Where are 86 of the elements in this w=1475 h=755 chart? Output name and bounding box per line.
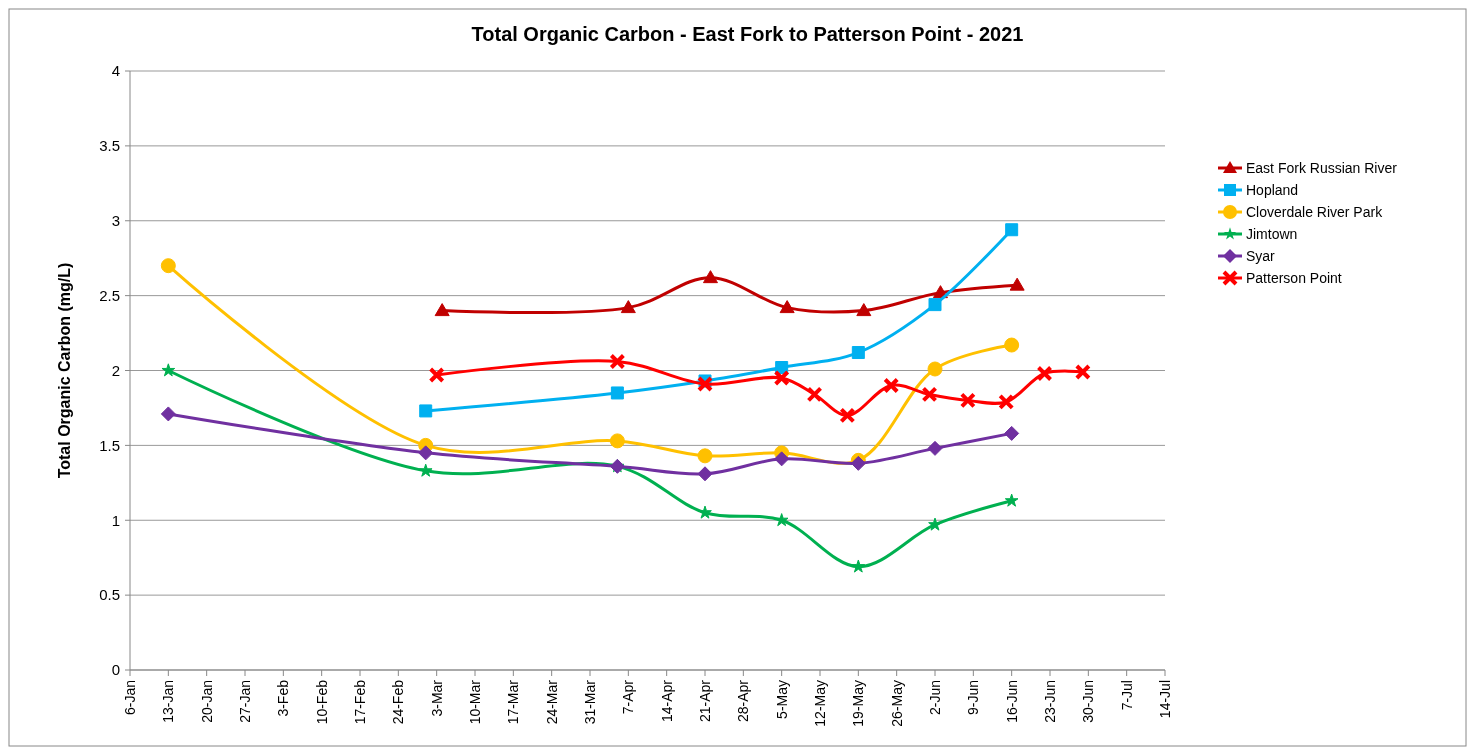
x-tick-label: 14-Apr bbox=[658, 679, 675, 723]
point bbox=[1004, 337, 1020, 353]
point bbox=[620, 300, 636, 314]
x-tick-label: 12-May bbox=[811, 680, 828, 727]
x-tick-label: 7-Jul bbox=[1118, 680, 1135, 711]
x-tick-label: 10-Feb bbox=[313, 679, 330, 725]
point bbox=[697, 466, 713, 482]
x-tick-label: 3-Mar bbox=[428, 679, 445, 717]
x-tick-label: 24-Feb bbox=[390, 679, 407, 725]
point bbox=[434, 303, 450, 317]
point bbox=[161, 363, 176, 377]
point bbox=[1036, 365, 1053, 382]
point bbox=[418, 463, 433, 477]
point bbox=[160, 406, 176, 422]
legend-label: Cloverdale River Park bbox=[1246, 203, 1384, 220]
y-axis-title: Total Organic Carbon (mg/L) bbox=[56, 262, 73, 479]
point bbox=[702, 270, 718, 284]
x-tick-label: 3-Feb bbox=[275, 679, 292, 717]
point bbox=[698, 505, 712, 519]
y-tick-label: 2.5 bbox=[99, 286, 120, 304]
x-tick-label: 9-Jun bbox=[965, 680, 982, 716]
point bbox=[851, 559, 866, 573]
x-tick-label: 5-May bbox=[773, 680, 790, 719]
point bbox=[610, 386, 624, 400]
x-tick-label: 19-May bbox=[850, 680, 867, 727]
point bbox=[428, 366, 445, 383]
x-tick-label: 21-Apr bbox=[696, 679, 713, 723]
y-tick-label: 4 bbox=[111, 62, 120, 80]
point bbox=[928, 517, 942, 531]
y-tick-label: 1.5 bbox=[99, 436, 120, 454]
x-tick-label: 10-Mar bbox=[466, 679, 483, 725]
point bbox=[883, 377, 900, 394]
point bbox=[856, 303, 872, 317]
x-tick-label: 14-Jul bbox=[1156, 680, 1173, 719]
point bbox=[851, 346, 865, 360]
point bbox=[921, 386, 938, 403]
point bbox=[697, 448, 713, 464]
x-tick-label: 26-May bbox=[888, 680, 905, 727]
point bbox=[697, 375, 713, 392]
legend-label: Patterson Point bbox=[1246, 269, 1342, 286]
x-tick-label: 17-Feb bbox=[351, 679, 368, 725]
point bbox=[839, 407, 856, 424]
x-tick-label: 31-Mar bbox=[581, 679, 598, 725]
point bbox=[1005, 223, 1019, 237]
x-tick-label: 28-Apr bbox=[735, 679, 752, 723]
point bbox=[1004, 493, 1019, 507]
point bbox=[774, 451, 790, 467]
x-tick-label: 27-Jan bbox=[236, 680, 253, 723]
point bbox=[927, 440, 943, 456]
x-tick-label: 13-Jan bbox=[160, 680, 177, 723]
x-tick-label: 7-Apr bbox=[620, 679, 637, 715]
legend-label: Jimtown bbox=[1246, 225, 1298, 242]
point bbox=[609, 353, 626, 370]
point bbox=[779, 300, 795, 314]
chart-title: Total Organic Carbon - East Fork to Patterson Point - 2021 bbox=[471, 23, 1024, 45]
point bbox=[160, 258, 176, 274]
legend-label: Syar bbox=[1246, 247, 1276, 264]
y-tick-label: 3.5 bbox=[99, 137, 120, 155]
point bbox=[1074, 364, 1091, 380]
point bbox=[806, 386, 823, 403]
x-tick-label: 23-Jun bbox=[1041, 680, 1058, 723]
x-tick-label: 2-Jun bbox=[926, 680, 943, 716]
point bbox=[418, 445, 434, 461]
point bbox=[774, 513, 789, 527]
y-tick-label: 2 bbox=[111, 361, 120, 379]
legend-label: East Fork Russian River bbox=[1246, 159, 1398, 176]
point bbox=[1004, 425, 1020, 441]
y-tick-label: 0.5 bbox=[99, 586, 120, 604]
x-tick-label: 24-Mar bbox=[543, 679, 560, 725]
x-tick-label: 30-Jun bbox=[1080, 680, 1097, 723]
y-tick-label: 1 bbox=[111, 511, 120, 529]
point bbox=[1009, 277, 1025, 291]
point bbox=[609, 433, 625, 449]
x-tick-label: 16-Jun bbox=[1003, 680, 1020, 723]
point bbox=[773, 369, 790, 386]
point bbox=[928, 298, 942, 312]
x-tick-label: 20-Jan bbox=[198, 680, 215, 723]
x-tick-label: 6-Jan bbox=[121, 680, 138, 716]
legend-label: Hopland bbox=[1246, 181, 1299, 198]
y-tick-label: 3 bbox=[111, 212, 120, 229]
point bbox=[998, 393, 1015, 410]
y-tick-label: 0 bbox=[111, 661, 120, 679]
point bbox=[419, 404, 433, 418]
point bbox=[927, 361, 943, 377]
x-tick-label: 17-Mar bbox=[505, 679, 522, 725]
point bbox=[959, 392, 976, 409]
